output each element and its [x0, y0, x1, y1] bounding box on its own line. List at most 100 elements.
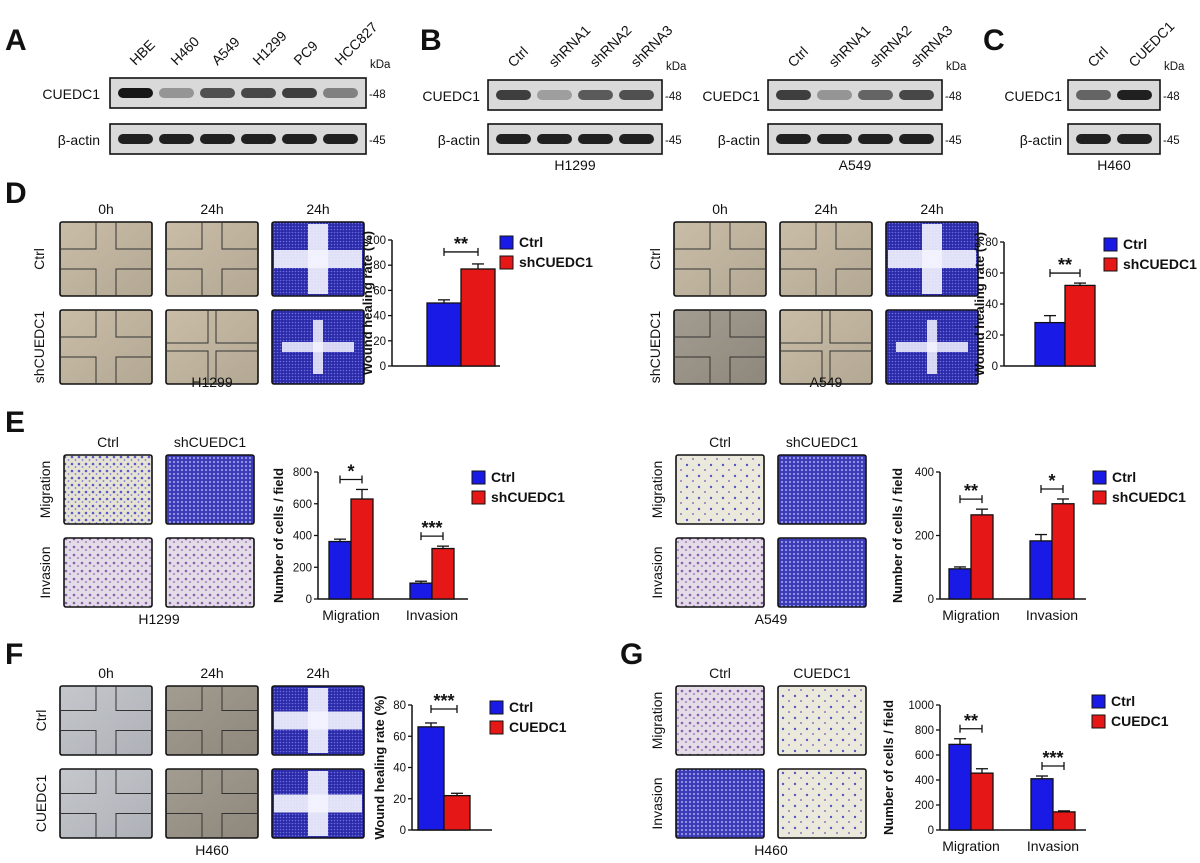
lane-label: H1299: [249, 27, 290, 68]
y-tick-label: 40: [985, 299, 998, 311]
lane-label: shRNA2: [866, 22, 914, 70]
y-tick-label: 60: [985, 268, 998, 280]
lane-label: Ctrl: [1084, 43, 1111, 70]
legend-label: CUEDC1: [1111, 713, 1169, 729]
category-label: Migration: [942, 607, 1000, 623]
micrograph: [675, 454, 765, 525]
category-label: Invasion: [1026, 607, 1078, 623]
legend-label: Ctrl: [1112, 469, 1136, 485]
bar-ctrl: [426, 302, 462, 367]
wound-edge: [60, 222, 152, 296]
lane-label: H460: [167, 33, 202, 68]
row-label-cuedc1: CUEDC1: [422, 88, 480, 104]
row-label: Migration: [649, 461, 665, 519]
legend-label: shCUEDC1: [491, 489, 565, 505]
micrograph: [59, 309, 153, 385]
legend-swatch: [471, 490, 486, 505]
y-tick-label: 60: [373, 285, 386, 297]
panel-letter-d: D: [5, 177, 27, 210]
wound-edge: [60, 769, 152, 838]
band: [118, 134, 153, 144]
legend-swatch: [1103, 237, 1118, 252]
column-label: 24h: [306, 201, 329, 217]
category-label: Invasion: [406, 607, 458, 623]
wound-edge: [674, 222, 766, 296]
wound-gap: [274, 711, 362, 730]
lane-label: Ctrl: [784, 43, 811, 70]
row-label-cuedc1: CUEDC1: [1004, 88, 1062, 104]
band: [776, 90, 811, 100]
mw-45: -45: [1163, 135, 1180, 147]
band: [578, 90, 613, 100]
micrograph: [59, 768, 153, 839]
bar-treatment: [443, 794, 471, 831]
y-tick-label: 800: [915, 725, 934, 737]
cell-line-label: H1299: [554, 157, 595, 173]
wound-edge: [166, 769, 258, 838]
image-grid-d-left: 0h 24h 24h Ctrl shCUEDC1 H1299: [31, 201, 365, 390]
row-label: shCUEDC1: [647, 311, 663, 384]
column-label: 0h: [98, 201, 114, 217]
row-label: Invasion: [649, 777, 665, 829]
wound-edge: [166, 310, 258, 384]
y-tick-label: 400: [915, 467, 934, 479]
lane-label: shRNA2: [586, 22, 634, 70]
band: [496, 134, 531, 144]
micrograph: [675, 768, 765, 839]
column-label: 24h: [920, 201, 943, 217]
lane-label: A549: [208, 34, 243, 69]
band: [817, 134, 852, 144]
kda-label: kDa: [1164, 61, 1185, 73]
bar-ctrl: [948, 568, 972, 600]
panel-letter-c: C: [983, 24, 1005, 57]
bar-ctrl: [1030, 778, 1054, 831]
wound-gap: [282, 342, 354, 352]
y-tick-label: 80: [393, 700, 406, 712]
cell-line-label: H460: [1097, 157, 1131, 173]
panel-letter-a: A: [5, 24, 27, 57]
row-label: shCUEDC1: [31, 311, 47, 384]
bar-ctrl: [328, 540, 352, 600]
bar-treatment: [431, 547, 455, 600]
y-axis-title: Number of cells / field: [271, 468, 286, 603]
band: [1076, 90, 1111, 100]
micrograph: [165, 768, 259, 839]
band: [282, 88, 317, 98]
legend-label: CUEDC1: [509, 719, 567, 735]
column-label: 0h: [712, 201, 728, 217]
micrograph: [59, 221, 153, 297]
row-label-cuedc1: CUEDC1: [702, 88, 760, 104]
western-blots: HBE H460 A549 H1299 PC9 HCC827kDaCUEDC1β-acti…: [42, 18, 1185, 173]
category-label: Migration: [322, 607, 380, 623]
micrograph: [165, 221, 259, 297]
bar-ctrl: [948, 743, 972, 831]
band: [200, 134, 235, 144]
band: [578, 134, 613, 144]
significance-label: *: [1048, 471, 1055, 491]
micrograph: [63, 454, 153, 525]
y-tick-label: 0: [928, 594, 934, 606]
legend-label: shCUEDC1: [1112, 489, 1186, 505]
y-tick-label: 200: [915, 800, 934, 812]
band: [619, 134, 654, 144]
legend-swatch: [499, 235, 514, 250]
column-label: shCUEDC1: [786, 434, 859, 450]
chart-e-h1299: 0 200 400 600 800 Number of cells / field * Mig…: [271, 461, 565, 623]
band: [241, 134, 276, 144]
y-tick-label: 0: [928, 825, 934, 837]
wound-edge: [60, 310, 152, 384]
legend-swatch: [1092, 490, 1107, 505]
row-label-actin: β-actin: [438, 132, 480, 148]
band: [858, 134, 893, 144]
column-label: Ctrl: [709, 434, 731, 450]
legend-swatch: [471, 470, 486, 485]
significance-label: ***: [1042, 748, 1063, 768]
y-tick-label: 800: [293, 467, 312, 479]
category-label: Migration: [942, 838, 1000, 854]
bar-treatment: [1064, 284, 1096, 367]
panel-letter-e: E: [5, 406, 25, 439]
band: [1117, 90, 1152, 100]
mw-48: -48: [945, 91, 962, 103]
wound-edge: [780, 310, 872, 384]
